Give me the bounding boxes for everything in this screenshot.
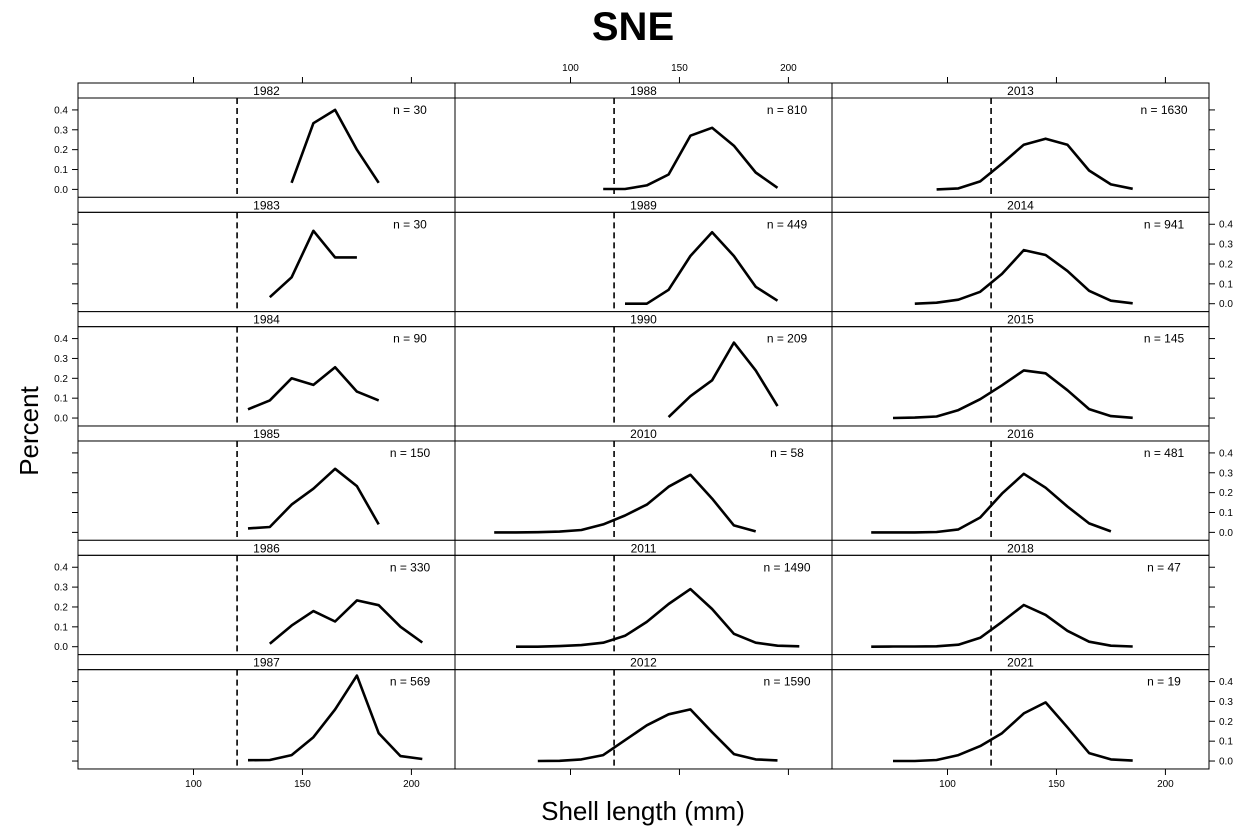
panel-strip-label-1989: 1989 [630,198,657,212]
y-tick-label-2021-2: 0.2 [1219,717,1233,728]
x-tick-label-bottom-2-2: 200 [1157,779,1174,790]
n-label-2012: n = 1590 [763,675,810,689]
series-line-2013 [936,137,1133,191]
panel-strip-label-2016: 2016 [1007,427,1034,441]
n-label-1986: n = 330 [390,560,431,574]
series-line-1985 [247,467,380,530]
y-tick-label-2014-1: 0.1 [1219,279,1233,290]
n-label-1990: n = 209 [767,332,808,346]
series-line-2012 [537,708,778,763]
y-tick-label-1982-1: 0.1 [54,165,68,176]
y-tick-label-2014-2: 0.2 [1219,259,1233,270]
n-label-1985: n = 150 [390,446,431,460]
y-tick-label-2016-1: 0.1 [1219,508,1233,519]
series-line-2021 [893,701,1133,763]
panel-strip-label-2014: 2014 [1007,198,1034,212]
y-tick-label-2014-0: 0.0 [1219,299,1233,310]
series-line-1984 [247,365,380,411]
panel-strip-label-2010: 2010 [630,427,657,441]
y-tick-label-2021-3: 0.3 [1219,697,1233,708]
panel-strip-label-2012: 2012 [630,656,657,670]
panel-strip-label-2015: 2015 [1007,313,1034,327]
panel-strip-label-1988: 1988 [630,84,657,98]
y-tick-label-1986-4: 0.4 [54,563,68,574]
panel-strip-label-2018: 2018 [1007,541,1034,555]
y-tick-label-1982-0: 0.0 [54,185,68,196]
n-label-2021: n = 19 [1147,675,1181,689]
y-tick-label-1986-0: 0.0 [54,642,68,653]
n-label-1987: n = 569 [390,675,431,689]
y-tick-label-1984-0: 0.0 [54,414,68,425]
y-tick-label-2014-3: 0.3 [1219,240,1233,251]
y-tick-label-2021-0: 0.0 [1219,757,1233,768]
panel-frame-2021 [831,669,1210,770]
x-tick-label-bottom-0-2: 200 [403,779,420,790]
y-tick-label-1986-3: 0.3 [54,583,68,594]
x-tick-label-bottom-0-1: 150 [294,779,311,790]
panel-strip-label-1990: 1990 [630,313,657,327]
series-line-1988 [603,126,779,191]
y-tick-label-2016-2: 0.2 [1219,488,1233,499]
panel-strip-label-1984: 1984 [253,313,280,327]
series-line-1986 [268,599,424,645]
panel-strip-label-2021: 2021 [1007,656,1034,670]
panel-strip-label-1983: 1983 [253,198,280,212]
n-label-2018: n = 47 [1147,560,1181,574]
series-line-1982 [290,108,380,184]
y-tick-label-1984-1: 0.1 [54,394,68,405]
y-tick-label-1986-2: 0.2 [54,602,68,613]
y-tick-label-1982-4: 0.4 [54,105,68,116]
y-tick-label-2016-4: 0.4 [1219,448,1233,459]
n-label-1989: n = 449 [767,217,808,231]
x-tick-label-top-1-2: 200 [780,63,797,74]
n-label-2013: n = 1630 [1140,103,1187,117]
series-line-2010 [494,473,757,534]
y-tick-label-2016-3: 0.3 [1219,468,1233,479]
x-tick-label-top-1-1: 150 [671,63,688,74]
series-line-2014 [914,248,1133,305]
panel-strip-label-1982: 1982 [253,84,280,98]
y-tick-label-2014-4: 0.4 [1219,220,1233,231]
series-line-1987 [247,674,423,762]
y-tick-label-1982-2: 0.2 [54,145,68,156]
panel-grid: 1982 n = 30 0.0 0.1 0.2 0.3 0.4 1983 n = 30 1984 n… [54,63,1233,790]
chart-title: SNE [592,5,674,49]
series-line-2015 [892,369,1133,420]
x-tick-label-bottom-2-0: 100 [939,779,956,790]
panel-strip-label-1985: 1985 [253,427,280,441]
y-tick-label-2021-4: 0.4 [1219,677,1233,688]
n-label-1984: n = 90 [393,332,427,346]
y-tick-label-1984-2: 0.2 [54,374,68,385]
n-label-1983: n = 30 [393,217,427,231]
panel-strip-label-2011: 2011 [631,541,657,555]
y-axis-title: Percent [14,385,44,475]
series-line-1990 [667,341,779,419]
x-tick-label-bottom-0-0: 100 [185,779,202,790]
x-axis-title: Shell length (mm) [541,796,745,826]
y-tick-label-1982-3: 0.3 [54,125,68,136]
panel-strip-label-1987: 1987 [253,656,280,670]
panel-strip-label-2013: 2013 [1007,84,1034,98]
n-label-2015: n = 145 [1144,332,1185,346]
panel-strip-label-1986: 1986 [253,541,280,555]
n-label-2011: n = 1490 [763,560,810,574]
series-line-1983 [268,229,357,299]
y-tick-label-1986-1: 0.1 [54,622,68,633]
series-line-2011 [516,587,800,649]
y-tick-label-1984-4: 0.4 [54,334,68,345]
n-label-2010: n = 58 [770,446,804,460]
y-tick-label-2021-1: 0.1 [1219,737,1233,748]
x-tick-label-bottom-2-1: 150 [1048,779,1065,790]
n-label-1982: n = 30 [393,103,427,117]
y-tick-label-1984-3: 0.3 [54,354,68,365]
series-line-2018 [871,603,1133,648]
series-line-2016 [871,472,1112,534]
y-tick-label-2016-0: 0.0 [1219,528,1233,539]
n-label-2014: n = 941 [1144,217,1185,231]
n-label-1988: n = 810 [767,103,808,117]
x-tick-label-top-1-0: 100 [562,63,579,74]
series-line-1989 [625,230,779,306]
n-label-2016: n = 481 [1144,446,1185,460]
